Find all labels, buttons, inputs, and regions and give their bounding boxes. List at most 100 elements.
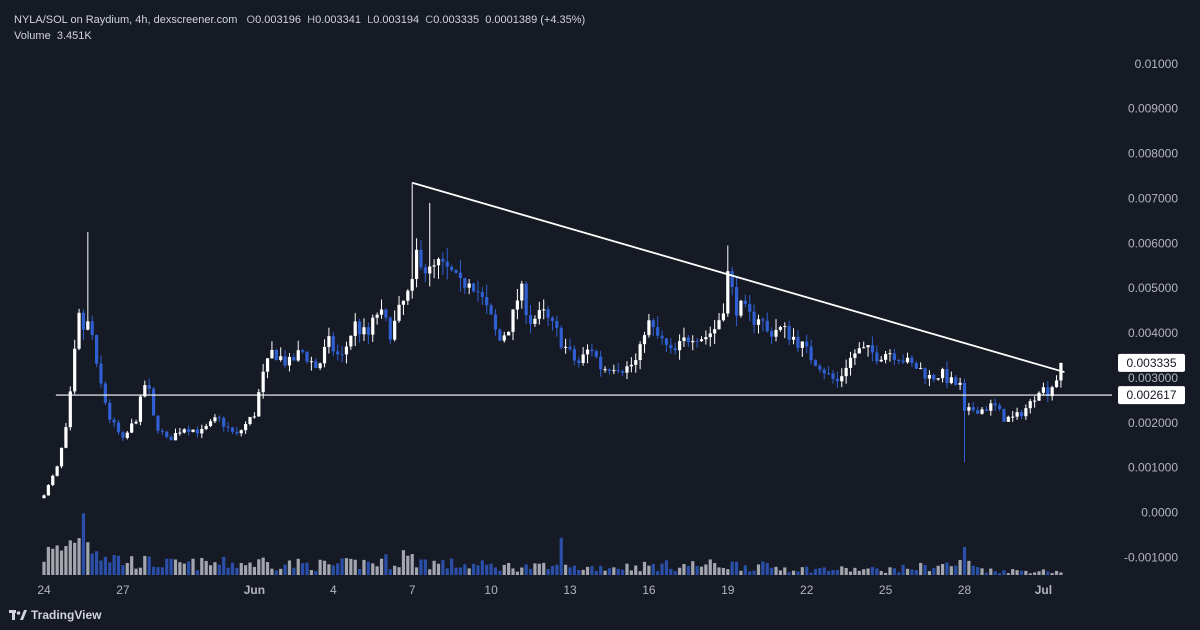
- candle-body: [476, 291, 480, 293]
- candle-body: [366, 327, 370, 335]
- candle-body: [840, 376, 844, 382]
- volume-bar: [568, 567, 572, 575]
- volume-bar: [967, 560, 971, 575]
- volume-bar: [1015, 570, 1019, 575]
- candle-body: [480, 292, 484, 298]
- candle-body: [410, 278, 414, 291]
- volume-bar: [699, 566, 704, 575]
- candle-body: [99, 363, 103, 384]
- x-axis-tick-label: 22: [800, 583, 814, 597]
- volume-bar: [835, 569, 839, 575]
- candle-body: [892, 353, 896, 360]
- volume-bar: [445, 568, 449, 575]
- volume-bar: [81, 513, 86, 575]
- volume-bar: [1002, 570, 1006, 575]
- candle-body: [244, 423, 248, 431]
- candle-body: [796, 336, 800, 348]
- symbol-legend[interactable]: NYLA/SOL on Raydium, 4h, dexscreener.com…: [14, 14, 585, 26]
- candle-body: [621, 371, 625, 373]
- candle-body: [81, 312, 86, 330]
- volume-bar: [257, 559, 261, 575]
- candle-body: [537, 310, 541, 319]
- x-axis-tick-label: 24: [37, 583, 51, 597]
- candle-body: [169, 437, 173, 441]
- volume-bar: [621, 569, 625, 575]
- price-axis[interactable]: 0.01000 0.009000 0.008000 0.007000 0.006000 0…: [1124, 57, 1178, 565]
- candle-body: [340, 354, 344, 356]
- price-label-box: [1118, 353, 1185, 372]
- volume-bar: [1059, 572, 1063, 575]
- volume-bar: [463, 564, 467, 575]
- volume-bar: [428, 569, 432, 575]
- candle-body: [765, 320, 769, 332]
- volume-bar: [322, 560, 327, 575]
- volume-bar: [55, 545, 59, 575]
- candle-body: [191, 429, 195, 432]
- drawing-annotations[interactable]: [55, 181, 1112, 396]
- volume-bar: [840, 566, 844, 575]
- volume-bar: [1019, 570, 1024, 575]
- candle-body: [664, 338, 669, 345]
- volume-bar: [634, 565, 638, 575]
- candle-body: [572, 349, 576, 361]
- candle-body: [809, 346, 813, 361]
- open-value: 0.003196: [255, 14, 301, 26]
- volume-bar: [958, 560, 962, 575]
- candle-body: [515, 300, 519, 310]
- volume-bar: [121, 565, 125, 575]
- candle-body: [940, 369, 945, 379]
- y-axis-tick-label: 0.005000: [1128, 281, 1178, 295]
- candle-body: [564, 346, 568, 348]
- symbol-title[interactable]: NYLA/SOL on Raydium, 4h, dexscreener.com: [14, 14, 238, 26]
- candle-body: [322, 346, 327, 364]
- candle-body: [704, 337, 708, 340]
- volume-bar: [362, 559, 366, 575]
- volume-legend[interactable]: Volume 3.451K: [14, 30, 92, 42]
- volume-bar: [182, 563, 186, 575]
- candle-body: [143, 385, 147, 397]
- volume-bar: [932, 568, 936, 575]
- volume-bar: [1028, 573, 1032, 575]
- candle-body: [778, 327, 782, 330]
- volume-bar: [375, 566, 379, 575]
- volume-bar: [436, 563, 441, 575]
- volume-bar: [235, 567, 239, 575]
- candle-body: [774, 329, 778, 337]
- volume-bar: [191, 558, 195, 575]
- volume-bar: [752, 570, 756, 575]
- volume-bar: [458, 567, 463, 575]
- candle-body: [783, 326, 787, 328]
- volume-bar: [502, 564, 506, 575]
- volume-bar: [599, 565, 603, 575]
- time-axis[interactable]: 24 27 Jun 4 7 10 13 16 19 22 25 28 Jul: [37, 583, 1052, 597]
- volume-bar: [962, 546, 967, 575]
- candle-body: [581, 354, 585, 364]
- volume-bar: [884, 572, 888, 575]
- volume-bar: [489, 563, 493, 575]
- candle-body: [138, 396, 143, 422]
- candle-body: [1054, 380, 1059, 388]
- volume-bar: [936, 565, 940, 575]
- candle-body: [436, 258, 441, 266]
- volume-bar: [695, 566, 699, 575]
- volume-bar: [471, 563, 476, 575]
- descending-trend-line[interactable]: [411, 181, 1065, 373]
- volume-bar: [660, 563, 664, 575]
- candle-body: [695, 341, 699, 343]
- candle-body: [1006, 416, 1010, 422]
- low-label: L: [367, 14, 374, 26]
- y-axis-tick-label: 0.007000: [1128, 191, 1178, 205]
- candle-body: [353, 321, 357, 336]
- candle-body: [945, 369, 949, 384]
- volume-bar: [314, 570, 318, 575]
- volume-bar: [73, 542, 77, 575]
- tradingview-logo[interactable]: TradingView: [9, 608, 101, 622]
- volume-bar: [905, 568, 910, 575]
- volume-bar: [230, 562, 235, 575]
- candle-body: [103, 383, 107, 403]
- volume-bar: [507, 562, 511, 575]
- tradingview-logo-icon: [9, 610, 27, 620]
- volume-bar: [165, 558, 169, 575]
- volume-bar: [616, 568, 620, 575]
